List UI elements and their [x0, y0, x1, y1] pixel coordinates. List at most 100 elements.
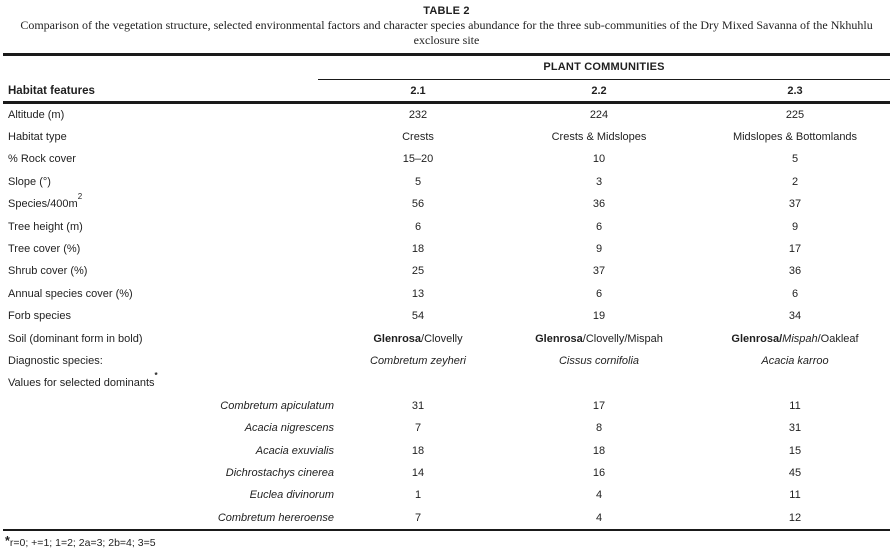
- column-header-2-2: 2.2: [591, 85, 607, 97]
- cell-value: 18: [411, 444, 425, 457]
- table-row: Acacia nigrescens 7 8 31: [0, 417, 893, 439]
- cell-value: 1: [414, 489, 422, 502]
- table-row: Shrub cover (%) 25 37 36: [0, 260, 893, 282]
- table-row: Euclea divinorum 1 4 11: [0, 484, 893, 506]
- cell-value: 5: [414, 175, 422, 188]
- row-label: Tree cover (%): [8, 243, 81, 256]
- table-row: Dichrostachys cinerea 14 16 45: [0, 462, 893, 484]
- cell-value: 14: [411, 466, 425, 479]
- cell-value: 5: [791, 153, 799, 166]
- cell-value: 18: [592, 444, 606, 457]
- row-label: Soil (dominant form in bold): [8, 332, 143, 345]
- table-title: TABLE 2: [423, 5, 470, 17]
- cell-value: 45: [788, 466, 802, 479]
- cell-value: 37: [592, 265, 606, 278]
- header-rule: [3, 101, 890, 104]
- table-row: Habitat type Crests Crests & Midslopes Mids…: [0, 126, 893, 148]
- top-rule: [3, 53, 890, 56]
- cell-value: Acacia karroo: [761, 354, 829, 367]
- cell-value: 4: [595, 511, 603, 524]
- row-label: Combretum hereroense: [217, 511, 334, 524]
- cell-value: 13: [411, 287, 425, 300]
- cell-value: 31: [411, 399, 425, 412]
- cell-value: 6: [595, 220, 603, 233]
- cell-value: 232: [408, 108, 428, 121]
- cell-value: 10: [592, 153, 606, 166]
- footnote-asterisk: *: [5, 534, 10, 549]
- footnote-text: r=0; +=1; 1=2; 2a=3; 2b=4; 3=5: [9, 537, 156, 550]
- row-label: Tree height (m): [8, 220, 83, 233]
- cell-value: 36: [592, 198, 606, 211]
- cell-value: 17: [592, 399, 606, 412]
- cell-value: 225: [785, 108, 805, 121]
- table-caption-line2: exclosure site: [413, 33, 480, 47]
- cell-value: 6: [595, 287, 603, 300]
- bottom-rule: [3, 528, 890, 532]
- column-header-row: Habitat features 2.1 2.2 2.3: [0, 80, 893, 101]
- table-row: Species/400m2 56 36 37: [0, 193, 893, 215]
- cell-value: 16: [592, 466, 606, 479]
- cell-value: 18: [411, 243, 425, 256]
- table-row: Combretum hereroense 7 4 12: [0, 507, 893, 529]
- footnote: *r=0; +=1; 1=2; 2a=3; 2b=4; 3=5: [0, 531, 893, 549]
- cell-value: Crests & Midslopes: [551, 131, 647, 144]
- row-label: Values for selected dominants*: [8, 371, 158, 390]
- row-label: Acacia nigrescens: [244, 422, 334, 435]
- cell-value: 9: [791, 220, 799, 233]
- plant-communities-group: PLANT COMMUNITIES: [318, 60, 890, 80]
- cell-value: Glenrosa/Clovelly/Mispah: [535, 332, 663, 345]
- table-row: Annual species cover (%) 13 6 6: [0, 283, 893, 305]
- corner-header-habitat-features: Habitat features: [8, 85, 95, 97]
- cell-value: 4: [595, 489, 603, 502]
- plant-communities-header: PLANT COMMUNITIES: [543, 60, 665, 73]
- cell-value: 11: [789, 489, 801, 502]
- row-label: Acacia exuvialis: [255, 444, 334, 457]
- cell-value: 17: [788, 243, 802, 256]
- table-row: % Rock cover 15–20 10 5: [0, 148, 893, 170]
- cell-value: 8: [595, 422, 603, 435]
- row-label: Combretum apiculatum: [220, 399, 334, 412]
- row-label: Slope (°): [8, 175, 51, 188]
- cell-value: 7: [414, 422, 422, 435]
- cell-value: Crests: [402, 131, 434, 144]
- cell-value: 3: [595, 175, 603, 188]
- cell-value: 15: [788, 444, 802, 457]
- cell-value: 34: [788, 310, 802, 323]
- table-caption-line1: Comparison of the vegetation structure, …: [20, 18, 873, 32]
- cell-value: Cissus cornifolia: [558, 354, 640, 367]
- cell-value: Glenrosa/Clovelly: [373, 332, 463, 345]
- row-label: Euclea divinorum: [249, 489, 334, 502]
- row-label: Shrub cover (%): [8, 265, 88, 278]
- cell-value: 9: [595, 243, 603, 256]
- cell-value: 31: [788, 422, 802, 435]
- plant-communities-underline: [318, 78, 890, 80]
- cell-value: 7: [414, 511, 422, 524]
- table-row: Combretum apiculatum 31 17 11: [0, 395, 893, 417]
- row-label: Forb species: [8, 310, 71, 323]
- row-label: Species/400m2: [8, 192, 83, 211]
- cell-value: 36: [788, 265, 802, 278]
- row-label: Diagnostic species:: [8, 354, 103, 367]
- table-row: Slope (°) 5 3 2: [0, 171, 893, 193]
- row-label: Annual species cover (%): [8, 287, 133, 300]
- cell-value: Combretum zeyheri: [370, 354, 466, 367]
- column-header-2-3: 2.3: [787, 85, 803, 97]
- row-label: Altitude (m): [8, 108, 65, 121]
- table-row: Forb species 54 19 34: [0, 305, 893, 327]
- cell-value: 2: [791, 175, 799, 188]
- table-row: Soil (dominant form in bold) Glenrosa/Clo…: [0, 327, 893, 349]
- cell-value: 37: [788, 198, 802, 211]
- table-row: Diagnostic species: Combretum zeyheri Ciss…: [0, 350, 893, 372]
- column-header-2-1: 2.1: [410, 85, 426, 97]
- cell-value: Glenrosa/Mispah/Oakleaf: [731, 332, 859, 345]
- table-row: Tree height (m) 6 6 9: [0, 215, 893, 237]
- cell-value: 6: [791, 287, 799, 300]
- table-row: Values for selected dominants*: [0, 372, 893, 394]
- row-label: % Rock cover: [8, 153, 76, 166]
- cell-value: 25: [411, 265, 425, 278]
- cell-value: 15–20: [402, 153, 434, 166]
- row-label: Dichrostachys cinerea: [225, 466, 334, 479]
- cell-value: 12: [788, 511, 802, 524]
- cell-value: 11: [789, 399, 801, 412]
